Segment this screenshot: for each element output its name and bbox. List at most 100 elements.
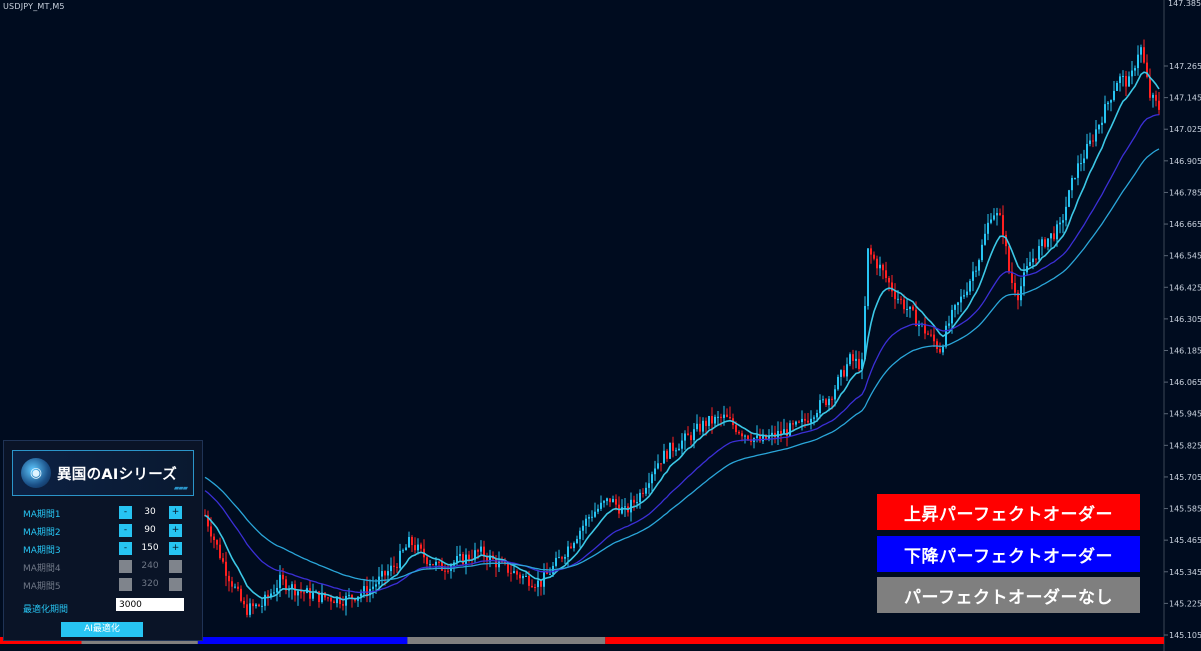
candle-body [1104, 104, 1106, 123]
candle-body [804, 418, 806, 421]
candle-body [1056, 224, 1058, 240]
candle-body [225, 561, 227, 576]
candle-body [459, 554, 461, 557]
candle-body [948, 323, 950, 326]
ma5-minus-button[interactable] [119, 578, 132, 591]
ma2-value: 90 [144, 525, 156, 535]
candle-body [645, 487, 647, 494]
ma-line-3 [204, 148, 1160, 582]
candle-body [720, 416, 722, 418]
candle-body [330, 597, 332, 602]
candle-body [885, 270, 887, 278]
price-tick-label: 145.585 [1169, 505, 1201, 514]
ma5-value: 320 [141, 579, 159, 589]
candle-body [1050, 233, 1052, 239]
ma4-minus-button[interactable] [119, 560, 132, 573]
candle-body [1080, 163, 1082, 165]
candle-body [924, 323, 926, 334]
ma2-plus-button[interactable]: + [169, 524, 182, 537]
ma5-plus-button[interactable] [169, 578, 182, 591]
candle-body [255, 604, 257, 607]
candle-body [402, 550, 404, 552]
candle-body [666, 450, 668, 459]
candle-body [1107, 102, 1109, 105]
legend-perfect-order-down: 下降パーフェクトオーダー [877, 536, 1140, 572]
candle-body [762, 434, 764, 442]
state-bar-segment [407, 637, 606, 644]
candle-body [240, 588, 242, 601]
candle-body [900, 298, 902, 300]
candle-body [252, 603, 254, 607]
candle-body [522, 576, 524, 579]
candle-body [786, 429, 788, 437]
candle-body [630, 499, 632, 513]
price-axis: 147.385 147.265 147.145 147.025 146.905 146.7… [1163, 0, 1201, 651]
candle-body [345, 595, 347, 606]
candle-body [678, 448, 680, 451]
price-tick-label: 147.145 [1169, 94, 1201, 103]
candle-body [870, 248, 872, 255]
state-bar-segment [605, 637, 1164, 644]
candle-body [546, 572, 548, 575]
candle-body [612, 499, 614, 503]
price-tick-label: 146.905 [1169, 157, 1201, 166]
candle-body [1152, 94, 1154, 98]
candle-body [807, 420, 809, 423]
ma1-minus-button[interactable]: - [119, 506, 132, 519]
candle-body [942, 346, 944, 353]
ai-optimize-button[interactable]: AI最適化 [61, 622, 143, 637]
candle-body [570, 546, 572, 549]
candle-body [831, 398, 833, 400]
candle-body [756, 435, 758, 439]
candle-body [408, 537, 410, 548]
candle-body [1122, 75, 1124, 77]
candle-body [738, 431, 740, 434]
candle-body [888, 277, 890, 283]
candle-body [1146, 62, 1148, 77]
candle-body [273, 592, 275, 594]
ma4-plus-button[interactable] [169, 560, 182, 573]
candle-body [1029, 262, 1031, 267]
candle-body [768, 436, 770, 440]
candle-body [858, 358, 860, 369]
ma2-minus-button[interactable]: - [119, 524, 132, 537]
candle-body [321, 592, 323, 603]
ma1-plus-button[interactable]: + [169, 506, 182, 519]
candle-body [873, 254, 875, 259]
candle-body [621, 507, 623, 514]
candle-body [312, 592, 314, 599]
ma-label-2: MA期間2 [23, 528, 61, 538]
candle-body [978, 260, 980, 271]
candle-body [624, 506, 626, 508]
candle-body [1068, 190, 1070, 207]
candle-body [699, 423, 701, 432]
candle-body [816, 413, 818, 418]
ma3-plus-button[interactable]: + [169, 542, 182, 555]
candle-body [771, 432, 773, 437]
optimization-period-input[interactable] [116, 598, 184, 611]
candle-body [507, 562, 509, 573]
candle-body [414, 545, 416, 551]
candle-body [705, 420, 707, 426]
candle-body [987, 222, 989, 234]
candle-body [222, 558, 224, 562]
stripes-icon: ▰▰▰ [173, 484, 188, 492]
candle-body [246, 604, 248, 615]
candle-body [861, 359, 863, 369]
candle-body [333, 601, 335, 604]
candle-body [822, 399, 824, 401]
ma3-minus-button[interactable]: - [119, 542, 132, 555]
candle-body [444, 570, 446, 572]
candle-body [930, 334, 932, 336]
candle-body [1131, 70, 1133, 77]
moving-average-lines [204, 71, 1160, 601]
candle-body [462, 554, 464, 565]
candle-body [564, 556, 566, 559]
candle-body [636, 502, 638, 504]
price-tick-label: 146.065 [1169, 378, 1201, 387]
candle-body [528, 575, 530, 586]
candle-body [213, 536, 215, 541]
candle-body [1032, 258, 1034, 263]
symbol-label: USDJPY_MT,M5 [3, 2, 65, 11]
